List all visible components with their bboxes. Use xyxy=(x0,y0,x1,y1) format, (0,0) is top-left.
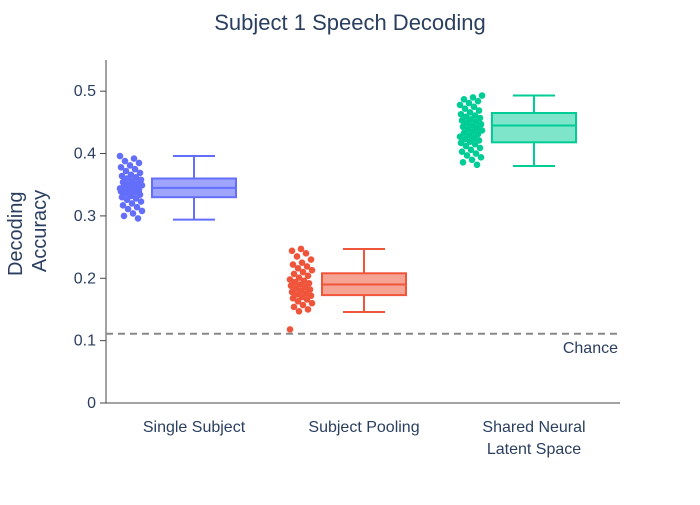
data-point xyxy=(299,301,307,309)
data-point xyxy=(123,196,131,203)
data-point xyxy=(472,150,480,157)
data-point xyxy=(468,156,476,164)
data-point xyxy=(475,107,483,114)
data-point xyxy=(295,274,303,281)
data-point xyxy=(304,272,312,280)
data-point xyxy=(297,245,305,253)
data-point xyxy=(466,138,474,145)
data-point xyxy=(298,293,306,301)
data-point xyxy=(138,207,146,215)
data-point xyxy=(478,92,486,99)
data-point xyxy=(458,117,466,124)
chance-label: Chance xyxy=(563,340,618,357)
data-point xyxy=(469,94,477,101)
data-point xyxy=(290,303,298,311)
data-point xyxy=(117,163,125,171)
data-point xyxy=(303,263,311,270)
data-point xyxy=(456,133,464,141)
data-point xyxy=(294,298,302,305)
data-point xyxy=(308,266,316,274)
y-tick-label: 0 xyxy=(87,395,96,412)
data-point xyxy=(458,148,466,155)
y-tick-label: 0.1 xyxy=(74,333,96,350)
data-point xyxy=(116,152,124,160)
data-point xyxy=(293,253,301,260)
data-point xyxy=(477,153,485,161)
data-point xyxy=(473,161,481,169)
data-point xyxy=(136,169,144,177)
data-point xyxy=(129,210,137,217)
data-point xyxy=(460,95,468,103)
data-point xyxy=(470,103,478,111)
data-point xyxy=(476,144,484,152)
box-iqr xyxy=(491,112,577,144)
data-point xyxy=(118,193,126,201)
data-point xyxy=(131,165,139,173)
y-axis-title-line-1: Decoding xyxy=(5,192,27,277)
x-tick-label: Subject Pooling xyxy=(308,419,419,436)
data-point xyxy=(462,142,470,150)
data-point xyxy=(304,306,312,313)
chart-title: Subject 1 Speech Decoding xyxy=(214,10,486,35)
plot-area: 0 0.1 0.2 0.3 0.4 0.5 Chance Single Subject Subj… xyxy=(74,60,620,458)
data-point xyxy=(132,195,140,202)
data-point xyxy=(307,256,315,263)
x-tick-label: Single Subject xyxy=(143,419,246,436)
data-point xyxy=(463,152,471,159)
x-tick-label: Latent Space xyxy=(487,441,581,458)
data-point xyxy=(459,123,467,131)
data-point xyxy=(287,282,295,290)
data-point xyxy=(289,261,297,268)
data-point xyxy=(134,215,142,222)
data-point xyxy=(128,200,136,207)
data-point xyxy=(308,299,316,307)
data-point xyxy=(456,101,464,109)
x-tick-label: Shared Neural xyxy=(482,419,585,436)
data-point xyxy=(466,109,474,116)
data-point xyxy=(130,155,138,162)
data-point xyxy=(121,157,129,165)
data-point xyxy=(467,146,475,154)
data-point xyxy=(471,140,479,148)
y-axis-title: Decoding Accuracy xyxy=(5,186,51,276)
y-tick-label: 0.4 xyxy=(74,146,96,163)
y-tick-label: 0.5 xyxy=(74,83,96,100)
y-tick-label: 0.3 xyxy=(74,208,96,225)
y-tick-label: 0.2 xyxy=(74,270,96,287)
data-point xyxy=(459,158,467,166)
data-point xyxy=(294,264,302,272)
data-point xyxy=(290,270,298,278)
data-point xyxy=(119,202,127,209)
data-point xyxy=(465,99,473,107)
data-point xyxy=(303,296,311,303)
data-point xyxy=(288,288,296,296)
data-point xyxy=(122,167,130,175)
data-point xyxy=(302,250,310,257)
data-point xyxy=(117,188,125,195)
data-point xyxy=(298,259,306,266)
data-point xyxy=(135,159,143,167)
y-axis-title-line-2: Accuracy xyxy=(29,190,51,272)
data-point xyxy=(126,162,134,169)
data-point xyxy=(474,97,482,105)
data-point xyxy=(286,326,294,333)
data-point xyxy=(118,172,126,180)
data-point xyxy=(137,198,145,205)
data-point xyxy=(124,205,132,213)
data-point xyxy=(289,294,297,302)
data-point xyxy=(299,268,307,276)
data-point xyxy=(286,276,294,283)
data-point xyxy=(457,110,465,118)
data-point xyxy=(288,247,296,255)
data-point xyxy=(295,308,303,315)
data-point xyxy=(461,105,469,112)
data-point xyxy=(120,212,128,220)
data-point xyxy=(457,139,465,147)
data-point xyxy=(133,203,141,211)
